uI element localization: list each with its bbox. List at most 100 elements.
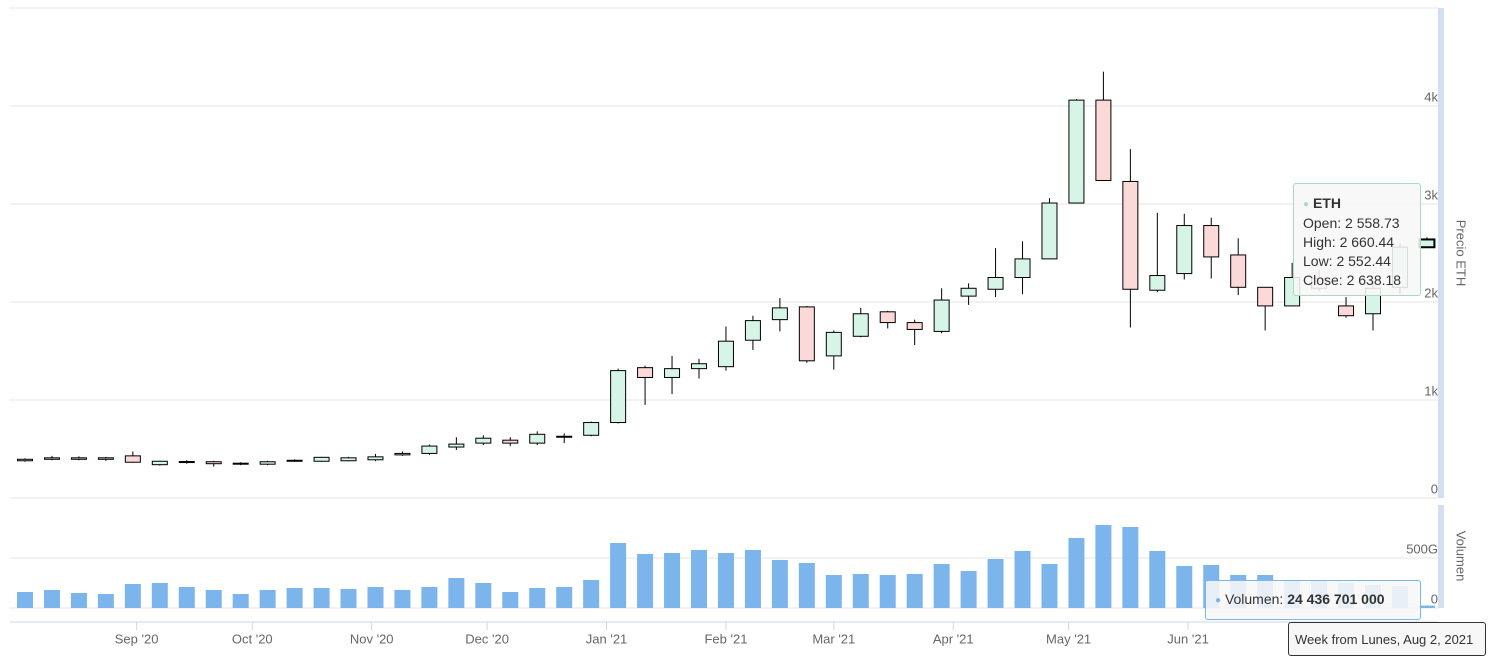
x-tick-label: Apr '21: [933, 631, 974, 646]
tooltip-row: Close: 2 638.18: [1303, 272, 1402, 288]
volume-bar: [556, 587, 573, 608]
volume-bar: [178, 587, 195, 608]
y-tick-label: 1k: [1424, 383, 1438, 398]
candle-body: [1122, 180, 1139, 290]
candle-body: [1176, 225, 1193, 275]
tooltip-row: Open: 2 558.73: [1303, 215, 1400, 231]
candle-body: [286, 459, 303, 462]
volume-bar: [960, 571, 977, 608]
candle-body: [502, 439, 519, 444]
candle-body: [124, 455, 141, 463]
candle-body: [1230, 254, 1247, 288]
volume-bar: [1014, 551, 1031, 608]
candle-body: [43, 457, 60, 460]
volume-bar: [933, 564, 950, 608]
y-tick-label: 500G: [1406, 541, 1438, 556]
candle-body: [421, 445, 438, 454]
navigator-bar: [1438, 505, 1444, 608]
volume-tooltip: ● Volumen: 24 436 701 000: [1205, 580, 1421, 620]
y-tick-label: 2k: [1424, 285, 1438, 300]
candle-body: [313, 456, 330, 462]
x-tick-label: Sep '20: [115, 631, 159, 646]
volume-bar: [394, 590, 411, 608]
candle-body: [1095, 99, 1112, 181]
candle-body: [744, 320, 761, 341]
volume-bar: [502, 592, 519, 608]
candle-body: [448, 443, 465, 448]
tooltip-row: High: 2 660.44: [1303, 234, 1395, 250]
candle-body: [178, 461, 195, 464]
y-axis-title: Volumen: [1454, 531, 1469, 582]
x-tooltip: Week from Lunes, Aug 2, 2021: [1288, 622, 1486, 656]
candle-body: [610, 370, 627, 424]
candle-body: [691, 363, 707, 370]
candle-body: [394, 452, 411, 456]
volume-bar: [340, 589, 357, 608]
candle-body: [367, 456, 384, 461]
candle-body: [852, 313, 869, 337]
candle-body: [529, 433, 546, 444]
candle-body: [1203, 225, 1220, 258]
x-tick-label: Jun '21: [1167, 631, 1209, 646]
candle-body: [1418, 238, 1436, 249]
volume-bar: [691, 550, 707, 608]
candle-body: [1149, 275, 1166, 291]
volume-bar: [664, 553, 681, 608]
candle-body: [987, 277, 1004, 290]
volume-bar: [70, 593, 87, 608]
candle-body: [151, 460, 168, 466]
volume-bar: [448, 578, 465, 608]
x-tick-label: Oct '20: [232, 631, 273, 646]
y-axis-title: Precio ETH: [1454, 220, 1469, 286]
volume-bar: [1095, 525, 1112, 608]
candle-body: [583, 422, 600, 436]
y-tick-label: 0: [1431, 591, 1438, 606]
tooltip-date: Week from Lunes, Aug 2, 2021: [1295, 632, 1474, 647]
volume-bar: [1149, 551, 1166, 608]
candle-body: [771, 307, 788, 321]
volume-bar: [17, 592, 33, 608]
tooltip-title: ETH: [1312, 195, 1341, 211]
candle-body: [340, 457, 357, 462]
candle-body: [1068, 99, 1085, 204]
candle-body: [556, 435, 573, 438]
candle-body: [717, 340, 734, 368]
volume-bar: [259, 590, 276, 608]
candle-body: [97, 457, 114, 460]
volume-bar: [610, 543, 627, 608]
volume-bar: [744, 550, 761, 608]
candle-body: [70, 457, 87, 460]
volume-bar: [286, 588, 303, 608]
candle-body: [475, 437, 492, 444]
candle-body: [232, 462, 249, 465]
candle-body: [1014, 258, 1031, 279]
candle-body: [205, 461, 222, 465]
volume-bar: [583, 580, 600, 608]
candle-body: [906, 322, 923, 330]
volume-bar: [1122, 527, 1139, 608]
volume-bar: [987, 559, 1004, 608]
x-tick-label: Feb '21: [704, 631, 747, 646]
candle-body: [637, 367, 654, 378]
volume-bar: [421, 587, 438, 608]
y-tick-label: 3k: [1424, 187, 1438, 202]
volume-bar: [906, 574, 923, 608]
y-tick-label: 4k: [1424, 89, 1438, 104]
volume-bar: [1068, 538, 1085, 608]
volume-bar: [205, 590, 222, 608]
volume-bar: [879, 575, 896, 608]
candle-body: [664, 368, 681, 378]
candle-body: [17, 458, 33, 462]
x-tick-label: Mar '21: [812, 631, 855, 646]
y-tick-label: 0: [1431, 481, 1438, 496]
volume-bar: [313, 588, 330, 608]
candle-body: [825, 331, 842, 357]
tooltip-row: Low: 2 552.44: [1303, 253, 1391, 269]
volume-bar: [637, 554, 654, 608]
volume-bar: [852, 574, 869, 608]
candle-body: [1041, 202, 1058, 260]
volume-bar: [97, 594, 114, 608]
volume-bar: [43, 590, 60, 608]
navigator-bar: [1438, 8, 1444, 498]
